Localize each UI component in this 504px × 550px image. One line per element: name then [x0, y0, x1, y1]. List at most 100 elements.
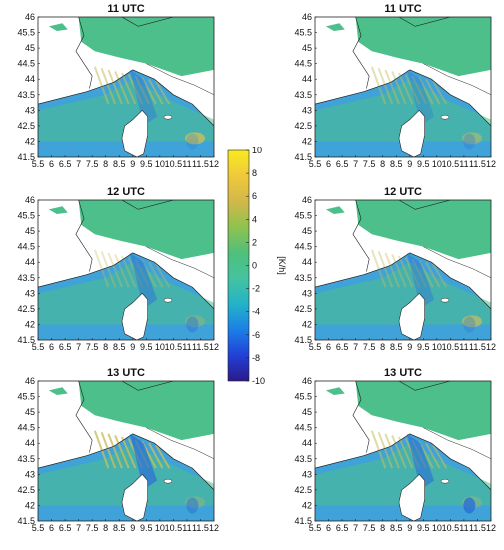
colorbar-tick-label: 0	[252, 261, 257, 271]
x-tick-label: 7.5	[363, 342, 376, 352]
x-tick-label: 8	[103, 523, 108, 533]
y-tick-label: 43.5	[17, 273, 35, 283]
x-tick-label: 8	[380, 342, 385, 352]
y-tick-label: 44	[302, 438, 312, 448]
y-tick-label: 43.5	[17, 90, 35, 100]
y-tick-label: 41.5	[17, 335, 35, 345]
map-svg: 5.5 6 6.5 7 7.5 8 8.5 9 9.5 10 10.5 11 11.5 12 46 45.5 4…	[17, 195, 219, 352]
map-panel: 13 UTC 5.5 6 6.5 7 7.5 8 8.5 9 9.5 10 10.5 11 11.5 12 4…	[283, 364, 498, 547]
x-tick-label: 10.5	[442, 159, 460, 169]
y-tick-label: 45.5	[17, 28, 35, 38]
corsica-island	[121, 292, 148, 340]
x-tick-label: 6.5	[59, 159, 72, 169]
x-tick-label: 12	[486, 523, 496, 533]
y-tick-label: 44	[25, 257, 35, 267]
y-tick-label: 43.5	[294, 273, 312, 283]
y-tick-label: 42.5	[294, 304, 312, 314]
y-tick-label: 45	[25, 407, 35, 417]
x-tick-label: 8	[103, 159, 108, 169]
x-tick-label: 7	[353, 159, 358, 169]
map-panel: 13 UTC 5.5 6 6.5 7 7.5 8 8.5 9 9.5 10 10.5 11 11.5 12 4…	[6, 364, 221, 547]
y-tick-label: 42.5	[17, 485, 35, 495]
y-tick-label: 45.5	[294, 211, 312, 221]
y-tick-label: 44	[25, 74, 35, 84]
x-tick-label: 9	[130, 523, 135, 533]
map-svg: 5.5 6 6.5 7 7.5 8 8.5 9 9.5 10 10.5 11 11.5 12 46 45.5 4…	[294, 195, 496, 352]
x-tick-label: 10	[432, 159, 442, 169]
map-field	[38, 17, 214, 157]
colorbar-gradient	[227, 149, 250, 382]
x-tick-label: 6.5	[336, 523, 349, 533]
x-tick-label: 11	[182, 342, 191, 352]
x-tick-label: 8.5	[390, 159, 403, 169]
colorbar-tick-label: -4	[252, 307, 260, 317]
y-tick-label: 42	[302, 136, 312, 146]
colorbar-tick-label: -10	[252, 376, 265, 386]
y-tick-label: 44.5	[17, 59, 35, 69]
y-tick-label: 43	[25, 469, 35, 479]
x-tick-label: 10	[432, 342, 442, 352]
y-tick-label: 43.5	[294, 90, 312, 100]
map-svg: 5.5 6 6.5 7 7.5 8 8.5 9 9.5 10 10.5 11 11.5 12 46 45.5 4…	[17, 12, 219, 169]
map-svg: 5.5 6 6.5 7 7.5 8 8.5 9 9.5 10 10.5 11 11.5 12 46 45.5 4…	[17, 376, 219, 533]
x-tick-label: 6	[326, 159, 331, 169]
y-tick-label: 44	[25, 438, 35, 448]
x-tick-label: 10	[155, 342, 165, 352]
x-tick-label: 9.5	[417, 342, 430, 352]
north-field	[355, 200, 491, 260]
colorbar-tick-label: 2	[252, 237, 257, 247]
plot-frame	[314, 199, 492, 341]
y-tick-label: 45.5	[17, 392, 35, 402]
map-field	[315, 381, 491, 521]
plot-frame	[314, 380, 492, 522]
y-tick-label: 42	[302, 500, 312, 510]
x-tick-label: 7.5	[363, 523, 376, 533]
map-panel: 11 UTC 5.5 6 6.5 7 7.5 8 8.5 9 9.5 10 10.5 11 11.5 12 4…	[6, 0, 221, 183]
y-tick-label: 46	[302, 195, 312, 205]
map-field	[38, 200, 214, 340]
y-tick-label: 46	[25, 195, 35, 205]
x-tick-label: 10	[155, 523, 165, 533]
x-tick-label: 9	[407, 523, 412, 533]
y-tick-label: 44.5	[294, 423, 312, 433]
y-tick-label: 42	[302, 319, 312, 329]
x-tick-label: 6	[49, 523, 54, 533]
y-tick-label: 42	[25, 136, 35, 146]
x-tick-label: 9	[130, 342, 135, 352]
x-tick-label: 11.5	[192, 159, 209, 169]
x-tick-label: 6	[49, 159, 54, 169]
x-tick-label: 8	[380, 159, 385, 169]
x-tick-label: 9	[130, 159, 135, 169]
y-tick-label: 45.5	[294, 28, 312, 38]
x-tick-label: 10.5	[442, 342, 460, 352]
x-tick-label: 11	[459, 523, 468, 533]
y-tick-label: 42.5	[17, 121, 35, 131]
x-tick-label: 11	[182, 523, 191, 533]
x-tick-label: 7	[353, 342, 358, 352]
panel-title: 12 UTC	[384, 186, 422, 198]
x-tick-label: 9	[407, 159, 412, 169]
map-field	[315, 17, 491, 157]
x-tick-label: 7	[76, 159, 81, 169]
colorbar-tick-label: 10	[252, 147, 262, 155]
map-panel: 12 UTC 5.5 6 6.5 7 7.5 8 8.5 9 9.5 10 10.5 11 11.5 12 4…	[283, 183, 498, 366]
x-tick-label: 9.5	[140, 523, 153, 533]
colorbar-tick-label: -8	[252, 353, 260, 363]
colorbar-tick-label: 4	[252, 214, 257, 224]
corsica-island	[121, 109, 148, 157]
plot-frame	[37, 380, 215, 522]
x-tick-label: 11.5	[469, 159, 486, 169]
y-tick-label: 45	[302, 407, 312, 417]
y-tick-label: 44	[302, 74, 312, 84]
x-tick-label: 9.5	[417, 159, 430, 169]
panel-title: 13 UTC	[384, 367, 422, 379]
x-tick-label: 6.5	[59, 523, 72, 533]
y-tick-label: 46	[302, 12, 312, 22]
x-tick-label: 5.5	[309, 342, 322, 352]
colorbar-tick-label: -2	[252, 284, 260, 294]
x-tick-label: 6.5	[336, 342, 349, 352]
y-tick-label: 42.5	[294, 121, 312, 131]
y-tick-label: 43.5	[17, 454, 35, 464]
x-tick-label: 10	[432, 523, 442, 533]
y-tick-label: 43	[302, 105, 312, 115]
